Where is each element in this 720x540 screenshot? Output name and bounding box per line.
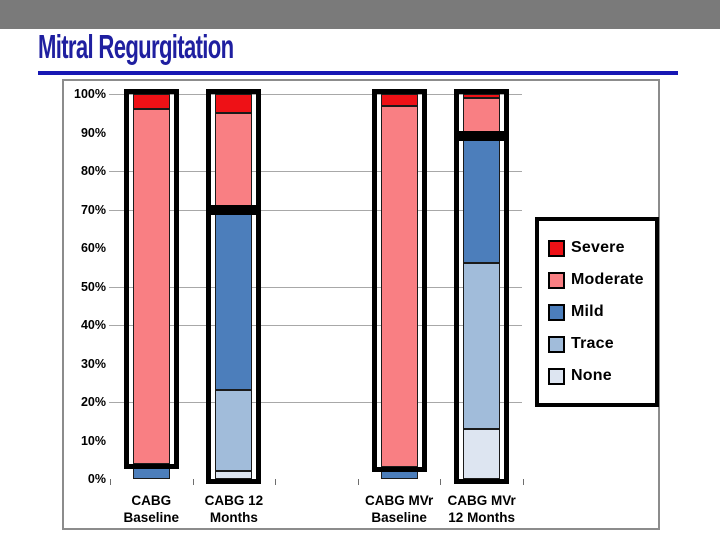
legend-label: Moderate <box>571 271 644 288</box>
bar-segment-severe <box>463 94 501 98</box>
legend-item: Severe <box>548 239 655 257</box>
bar-frame <box>371 89 427 473</box>
bar-segment-severe <box>132 94 170 110</box>
legend-swatch-moderate <box>548 271 565 289</box>
legend-label: Trace <box>571 335 614 352</box>
legend-item: Trace <box>548 335 655 353</box>
y-axis-tick-label: 10% <box>80 433 106 448</box>
bar-frame <box>206 204 262 484</box>
x-axis-category-label-line: 12 Months <box>448 510 516 525</box>
mr-grade-stacked-bar-chart: Severe Moderate Mild Trace None 100% 90% 80% 70… <box>62 79 660 530</box>
bar-segment-moderate <box>215 113 253 210</box>
legend-swatch-severe <box>548 239 565 257</box>
x-axis-category-label-line: Baseline <box>371 510 427 525</box>
y-axis-tick-label: 80% <box>80 164 106 178</box>
y-axis-tick-label: 20% <box>80 395 106 409</box>
gridline <box>109 325 522 326</box>
gridline <box>109 94 522 95</box>
legend-item: Mild <box>548 303 655 321</box>
y-axis-tick-label: 30% <box>80 356 106 371</box>
x-axis-category-label-line: Months <box>209 510 258 525</box>
x-axis-category-label-line: CABG <box>131 493 172 508</box>
legend-label: None <box>571 367 612 384</box>
bar-frame <box>206 89 262 215</box>
gridline <box>109 171 522 172</box>
y-axis-tick-label: 60% <box>80 241 106 255</box>
x-axis-category-label: CABG MVr 12 Months <box>439 492 525 526</box>
x-axis-tick <box>357 479 359 485</box>
title-underline <box>38 71 678 75</box>
x-axis-category-label-line: CABG MVr <box>364 493 434 508</box>
gridline <box>109 286 522 288</box>
y-axis-tick-label: 40% <box>80 318 106 332</box>
x-axis-tick <box>523 479 524 485</box>
bar-segment-moderate <box>132 109 170 464</box>
bar-frame <box>123 89 179 469</box>
slide-header-band <box>0 0 720 29</box>
legend-item: None <box>548 367 655 385</box>
legend-swatch-none <box>548 367 565 385</box>
bar-segment-severe <box>215 94 253 114</box>
bar-segment-moderate <box>463 97 501 137</box>
legend-label: Mild <box>571 303 604 320</box>
legend-swatch-mild <box>548 303 565 321</box>
x-axis-category-label: CABG MVr Baseline <box>356 492 442 526</box>
bar-frame <box>454 89 510 142</box>
x-axis-tick <box>110 479 111 485</box>
x-axis-category-label: CABG 12 Months <box>191 492 277 526</box>
bar-segment-trace <box>463 263 501 429</box>
bar-frame <box>454 131 510 484</box>
x-axis-category-label-line: Baseline <box>123 510 180 525</box>
bar-segment-none <box>215 471 253 479</box>
y-axis-tick-label: 0% <box>87 472 106 486</box>
bar-segment-moderate <box>380 105 418 468</box>
x-axis-category-label: CABG Baseline <box>108 492 194 526</box>
gridline <box>109 402 522 403</box>
x-axis-tick <box>192 479 194 485</box>
legend-swatch-trace <box>548 335 565 353</box>
y-axis-tick-label: 100% <box>74 87 106 101</box>
x-axis-category-label-line: CABG MVr <box>447 493 516 508</box>
bar-segment-trace <box>215 390 253 472</box>
legend-label: Severe <box>571 239 625 256</box>
x-axis-tick <box>275 479 277 485</box>
legend: Severe Moderate Mild Trace None <box>535 217 659 407</box>
x-axis-tick <box>440 479 442 485</box>
bar-segment-severe <box>380 94 418 106</box>
slide-title: Mitral Regurgitation <box>38 28 234 65</box>
gridline <box>109 209 522 211</box>
legend-item: Moderate <box>548 271 655 289</box>
y-axis-tick-label: 50% <box>80 279 106 294</box>
bar-segment-none <box>463 428 501 479</box>
y-axis-tick-label: 70% <box>80 202 106 217</box>
y-axis-tick-label: 90% <box>80 125 106 140</box>
x-axis-category-label-line: CABG 12 <box>204 493 264 508</box>
